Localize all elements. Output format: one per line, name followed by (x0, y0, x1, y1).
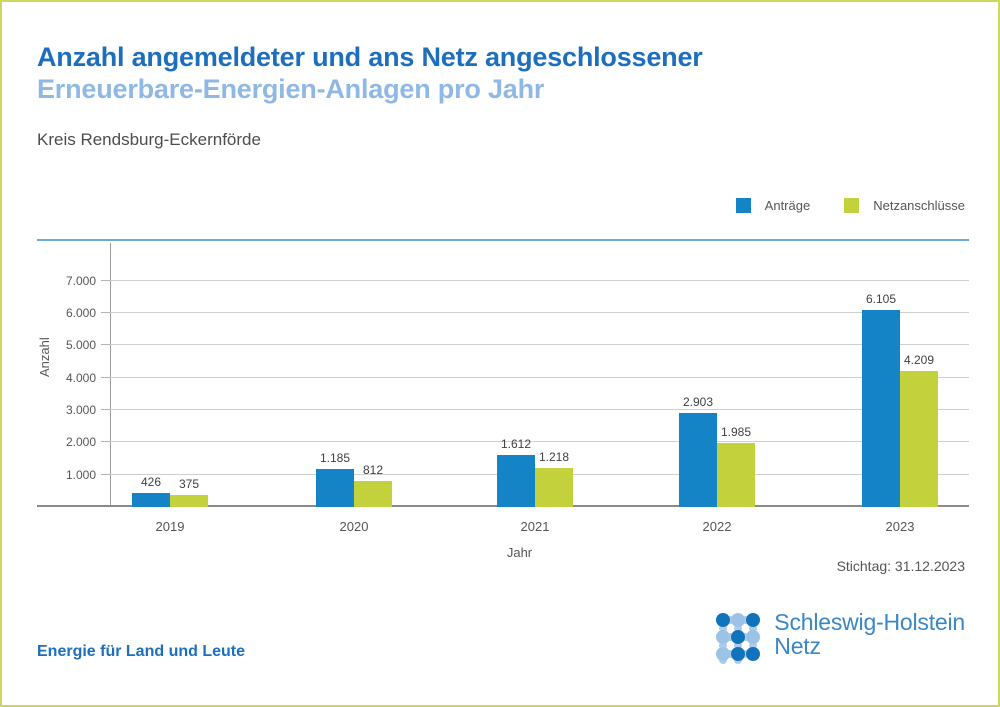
bar-value-label: 6.105 (865, 291, 897, 306)
antrge-bar (497, 454, 535, 507)
chart-legend: Anträge Netzanschlüsse (735, 198, 965, 213)
gridline (110, 279, 969, 281)
page-title-line2: Erneuerbare-Energien-Anlagen pro Jahr (37, 74, 545, 104)
bar-group-2021: 1.612 1.218 2021 (497, 437, 573, 534)
plot-area: 1.000 2.000 3.000 4.000 5.000 6.000 7.000 426 37… (37, 241, 969, 534)
y-tick-mark (101, 376, 110, 378)
gridline (110, 441, 969, 443)
y-tick-label: 4.000 (65, 370, 96, 385)
y-tick-label: 1.000 (65, 467, 96, 482)
legend-item-antraege: Anträge (735, 198, 811, 213)
bar-value-label: 1.985 (720, 424, 752, 439)
y-tick-label: 5.000 (65, 338, 96, 353)
bar-column: 1.218 (535, 450, 573, 507)
bar-column: 1.985 (717, 425, 755, 507)
gridline (110, 312, 969, 314)
bar-column: 2.903 (679, 395, 717, 507)
y-axis-line (110, 243, 111, 507)
bar-column: 812 (354, 463, 392, 507)
bar-value-label: 1.218 (538, 449, 570, 464)
bar-value-label: 1.185 (319, 450, 351, 465)
netzanschlsse-bar (170, 494, 208, 507)
bar-column: 426 (132, 475, 170, 507)
stichtag-note: Stichtag: 31.12.2023 (836, 558, 965, 574)
y-tick-label: 6.000 (65, 306, 96, 321)
netzanschlsse-bar (900, 370, 938, 507)
bar-column: 6.105 (862, 292, 900, 507)
bar-value-label: 4.209 (903, 352, 935, 367)
logo-text: Schleswig-Holstein Netz (774, 610, 965, 658)
gridline (110, 376, 969, 378)
netzanschlsse-bar (535, 467, 573, 507)
netzanschlsse-bar (354, 480, 392, 507)
antrge-bar (862, 309, 900, 507)
bar-column: 1.185 (316, 451, 354, 507)
company-logo: Schleswig-Holstein Netz (713, 610, 965, 668)
legend-label: Anträge (764, 198, 811, 213)
netzanschluesse-swatch-icon (844, 198, 860, 213)
x-tick-label: 2022 (702, 519, 732, 534)
y-tick-mark (101, 312, 110, 314)
y-tick-mark (101, 441, 110, 443)
netzanschlsse-bar (717, 442, 755, 507)
x-tick-label: 2020 (339, 519, 369, 534)
bar-value-label: 1.612 (500, 436, 532, 451)
bar-column: 1.612 (497, 437, 535, 507)
bar-column: 375 (170, 477, 208, 507)
page-title-line1: Anzahl angemeldeter und ans Netz angesch… (37, 42, 703, 72)
antrge-bar (316, 468, 354, 507)
page-subtitle: Kreis Rendsburg-Eckernförde (37, 130, 261, 149)
antrge-bar (132, 493, 170, 507)
x-axis-title: Jahr (506, 545, 533, 560)
gridline (110, 409, 969, 411)
antrge-bar (679, 413, 717, 507)
legend-label: Netzanschlüsse (873, 198, 965, 213)
logo-text-line2: Netz (774, 633, 821, 659)
legend-item-netzanschluesse: Netzanschlüsse (844, 198, 965, 213)
y-tick-mark (101, 344, 110, 346)
x-tick-label: 2023 (885, 519, 915, 534)
bar-value-label: 375 (178, 476, 200, 491)
bar-value-label: 426 (140, 475, 162, 490)
logo-dots-icon (716, 613, 761, 664)
logo-text-line1: Schleswig-Holstein (774, 609, 965, 635)
bar-group-2023: 6.105 4.209 2023 (862, 292, 938, 534)
bar-group-2019: 426 375 2019 (132, 475, 208, 534)
y-axis-title: Anzahl (37, 337, 52, 377)
gridline (110, 344, 969, 346)
y-tick-mark (101, 473, 110, 475)
antraege-swatch-icon (735, 198, 751, 213)
footer-tagline: Energie für Land und Leute (37, 643, 246, 660)
y-tick-label: 7.000 (65, 273, 96, 288)
y-tick-mark (101, 409, 110, 411)
bar-column: 4.209 (900, 353, 938, 507)
y-tick-label: 2.000 (65, 435, 96, 450)
bar-group-2020: 1.185 812 2020 (316, 451, 392, 534)
bar-value-label: 2.903 (682, 395, 714, 410)
x-tick-label: 2021 (520, 519, 550, 534)
y-tick-mark (101, 279, 110, 281)
bar-group-2022: 2.903 1.985 2022 (679, 395, 755, 534)
y-tick-label: 3.000 (65, 403, 96, 418)
bar-chart: Anzahl 1.000 2.000 3.000 4.000 5.000 6.000 7.0… (37, 239, 969, 560)
bar-value-label: 812 (362, 462, 384, 477)
x-tick-label: 2019 (155, 519, 185, 534)
